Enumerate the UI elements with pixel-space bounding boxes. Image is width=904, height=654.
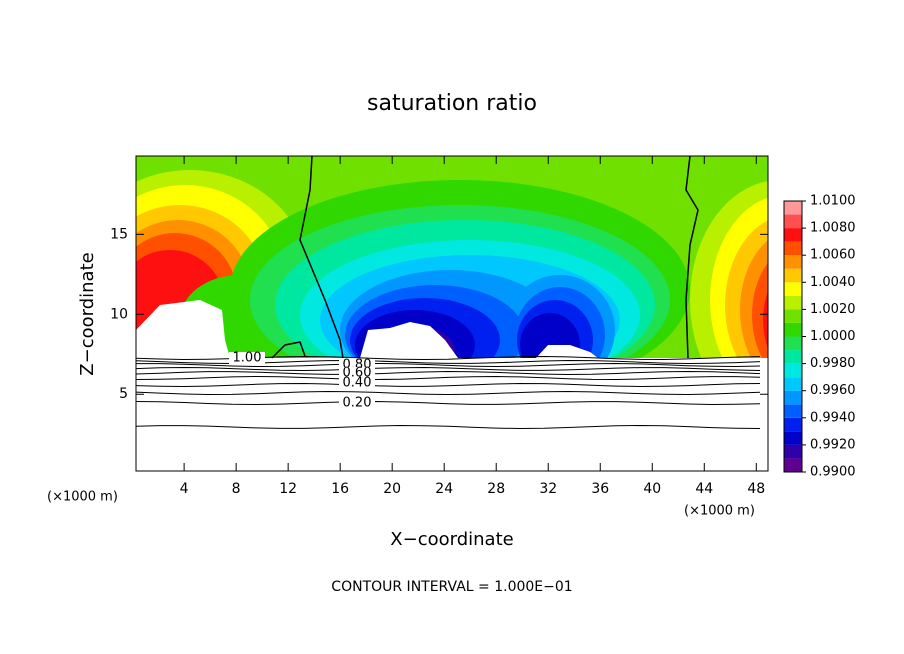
contour-label-bg [339, 367, 375, 379]
colorbar-tick-label: 0.9980 [810, 356, 856, 371]
x-tick-label: 32 [539, 481, 557, 497]
contour-line [685, 155, 699, 359]
colorbar-band [784, 241, 802, 256]
no-data-region [136, 300, 230, 358]
colorbar-band [784, 322, 802, 337]
x-tick-label: 44 [695, 481, 713, 497]
no-data-region [360, 322, 458, 358]
colorbar-band [784, 309, 802, 323]
contour-line [136, 362, 761, 368]
y-tick-label: 15 [110, 226, 128, 242]
colorbar-tick-label: 0.9900 [810, 465, 856, 480]
colorbar-tick-label: 0.9960 [810, 383, 856, 398]
y-tick-label: 5 [119, 386, 128, 402]
colorbar-tick-label: 0.9920 [810, 437, 856, 452]
x-tick-label: 12 [279, 481, 297, 497]
x-tick-label: 24 [435, 481, 453, 497]
x-unit: (×1000 m) [684, 504, 755, 519]
contour-label-bg [339, 397, 375, 409]
x-tick-label: 40 [643, 481, 661, 497]
colorbar-band [784, 350, 802, 364]
contour-line [135, 390, 761, 396]
contour-line [135, 400, 761, 406]
colorbar-band [784, 390, 802, 405]
colorbar-band [784, 255, 802, 269]
colorbar-tick-label: 1.0040 [810, 275, 856, 290]
x-tick-label: 4 [180, 481, 189, 497]
contour-line [299, 155, 344, 359]
field-region [763, 291, 768, 349]
contour-label-bg [339, 377, 375, 389]
colorbar-band [784, 282, 802, 296]
x-tick-label: 8 [232, 481, 241, 497]
colorbar-band [784, 444, 802, 459]
contour-line [135, 370, 761, 376]
colorbar-band [784, 363, 802, 378]
contour-label-bg [229, 352, 265, 364]
contour-line [135, 366, 761, 372]
colorbar-band [784, 336, 802, 351]
colorbar-band [784, 404, 802, 418]
x-tick-label: 20 [383, 481, 401, 497]
field [136, 156, 768, 471]
colorbar-tick-label: 1.0100 [810, 194, 856, 209]
colorbar-tick-label: 1.0060 [810, 248, 856, 263]
x-axis-label: X−coordinate [390, 529, 513, 550]
colorbar-tick-label: 0.9940 [810, 410, 856, 425]
y-tick-label: 10 [110, 306, 128, 322]
colorbar-tick-label: 1.0080 [810, 221, 856, 236]
overlay: 1.00 0.800.600.400.204 8 12 16 20 24 28 32 36 40 44… [110, 155, 856, 497]
colorbar-band [784, 417, 802, 432]
x-tick-label: 28 [487, 481, 505, 497]
contour-label: 0.20 [343, 396, 372, 411]
contour-line [271, 341, 306, 359]
colorbar-band [784, 201, 802, 215]
colorbar-band [784, 431, 802, 445]
colorbar-band [784, 214, 802, 229]
colorbar-tick-label: 1.0020 [810, 302, 856, 317]
plot-frame [135, 155, 769, 472]
x-tick-label: 36 [591, 481, 609, 497]
colorbar-tick-label: 1.0000 [810, 329, 856, 344]
field-region [752, 262, 768, 368]
colorbar-band [784, 377, 802, 391]
colorbar-band [784, 268, 802, 283]
no-data-region [536, 345, 598, 358]
contour-label: 0.60 [343, 366, 372, 381]
contour-label: 0.40 [343, 376, 372, 391]
footer-note: CONTOUR INTERVAL = 1.000E−01 [331, 579, 572, 595]
chart-title: saturation ratio [367, 91, 537, 116]
no-data-region [136, 358, 768, 471]
colorbar-band [784, 295, 802, 310]
y-axis-label: Z−coordinate [77, 252, 98, 375]
contour-line [135, 382, 761, 388]
x-unit: (×1000 m) [47, 490, 118, 505]
contour-line [135, 424, 761, 430]
contour-line [135, 375, 761, 381]
colorbar-band [784, 458, 802, 472]
x-tick-label: 48 [747, 481, 765, 497]
colorbar-band [784, 228, 802, 242]
x-tick-label: 16 [331, 481, 349, 497]
contour-label: 1.00 [233, 351, 262, 366]
